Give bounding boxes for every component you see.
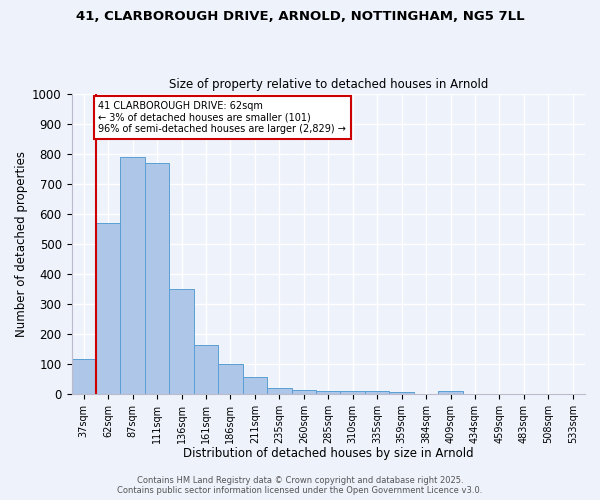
- Bar: [438, 390, 463, 394]
- Text: 41, CLARBOROUGH DRIVE, ARNOLD, NOTTINGHAM, NG5 7LL: 41, CLARBOROUGH DRIVE, ARNOLD, NOTTINGHA…: [76, 10, 524, 23]
- Bar: [121, 156, 145, 394]
- Bar: [96, 222, 121, 394]
- Bar: [71, 359, 96, 394]
- Bar: [145, 162, 169, 394]
- Bar: [292, 390, 316, 394]
- Bar: [316, 392, 340, 394]
- Text: Contains HM Land Registry data © Crown copyright and database right 2025.
Contai: Contains HM Land Registry data © Crown c…: [118, 476, 482, 495]
- Bar: [218, 364, 242, 394]
- Bar: [389, 392, 414, 394]
- Title: Size of property relative to detached houses in Arnold: Size of property relative to detached ho…: [169, 78, 488, 91]
- Bar: [267, 388, 292, 394]
- Bar: [169, 288, 194, 394]
- Bar: [194, 345, 218, 394]
- Y-axis label: Number of detached properties: Number of detached properties: [15, 150, 28, 336]
- X-axis label: Distribution of detached houses by size in Arnold: Distribution of detached houses by size …: [183, 447, 473, 460]
- Text: 41 CLARBOROUGH DRIVE: 62sqm
← 3% of detached houses are smaller (101)
96% of sem: 41 CLARBOROUGH DRIVE: 62sqm ← 3% of deta…: [98, 101, 346, 134]
- Bar: [365, 392, 389, 394]
- Bar: [242, 377, 267, 394]
- Bar: [340, 390, 365, 394]
